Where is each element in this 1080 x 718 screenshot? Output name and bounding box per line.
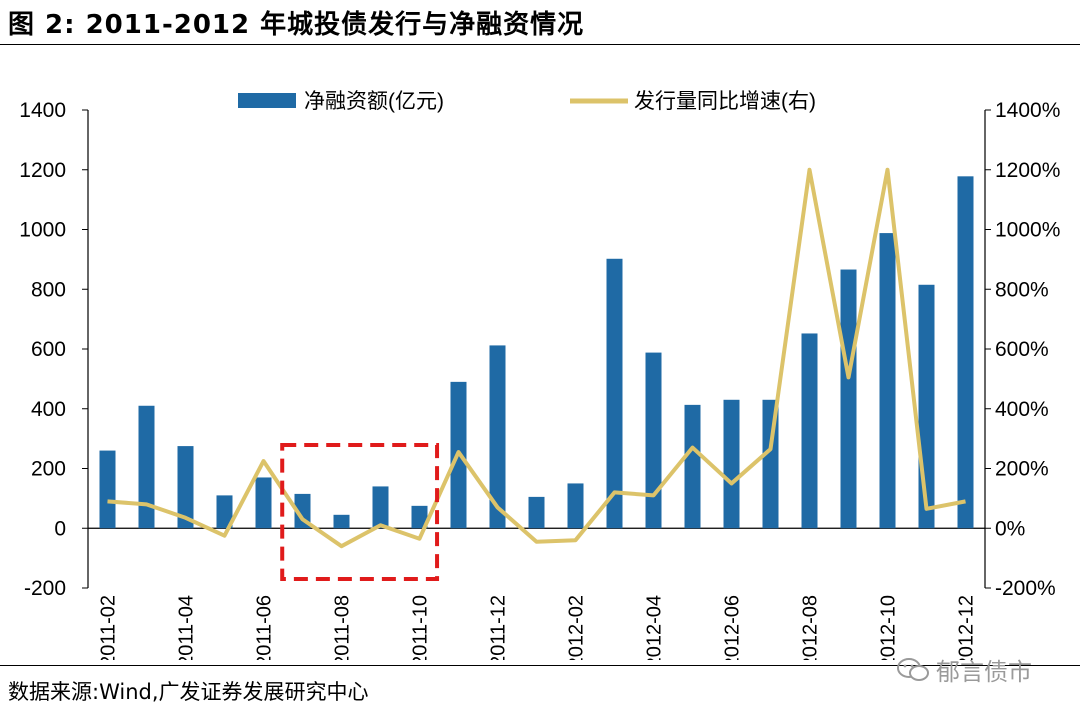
bar xyxy=(528,496,545,529)
bar xyxy=(489,345,506,529)
legend-line-label: 发行量同比增速(右) xyxy=(634,90,816,113)
x-axis-label: 2012-12 xyxy=(956,595,978,660)
right-axis-label: 800% xyxy=(995,278,1049,301)
bar xyxy=(255,477,272,529)
x-axis-label: 2012-08 xyxy=(800,595,822,660)
right-axis-label: -200% xyxy=(995,577,1056,600)
x-axis-label: 2011-04 xyxy=(176,595,198,660)
left-axis-label: 0 xyxy=(54,517,66,540)
bar xyxy=(957,176,974,529)
chart: -200 0 200 400 600 800 1000 1200 1400 -200% 0% 200%… xyxy=(19,90,1060,660)
bar xyxy=(333,514,350,529)
x-axis-label: 2011-08 xyxy=(332,595,354,660)
bar xyxy=(177,446,194,529)
chart-axes: -200 0 200 400 600 800 1000 1200 1400 -200% 0% 200%… xyxy=(19,99,1060,660)
left-axis-label: -200 xyxy=(24,577,66,600)
legend: 净融资额(亿元) 发行量同比增速(右) xyxy=(238,90,816,113)
bar xyxy=(606,258,623,529)
legend-bar-label: 净融资额(亿元) xyxy=(304,90,444,113)
watermark-text: 郁言债市 xyxy=(936,658,1032,686)
right-axis-label: 200% xyxy=(995,458,1049,481)
right-axis-label: 1400% xyxy=(995,99,1060,122)
x-axis-label: 2012-06 xyxy=(722,595,744,660)
x-axis-label: 2011-02 xyxy=(98,595,120,660)
bar xyxy=(567,483,584,529)
x-axis-label: 2011-10 xyxy=(410,595,432,660)
page-title: 图 2: 2011-2012 年城投债发行与净融资情况 xyxy=(8,10,585,40)
bar xyxy=(723,399,740,529)
bar xyxy=(138,405,155,529)
left-axis-label: 800 xyxy=(31,278,66,301)
legend-bar-swatch xyxy=(238,93,296,108)
x-axis-label: 2011-12 xyxy=(488,595,510,660)
growth-line xyxy=(107,167,966,549)
line-series xyxy=(107,167,966,549)
highlight-rect xyxy=(280,443,440,581)
bar xyxy=(411,505,428,529)
bar xyxy=(879,233,896,529)
watermark: 郁言债市 xyxy=(896,652,1032,687)
x-axis-label: 2012-10 xyxy=(878,595,900,660)
left-axis-label: 200 xyxy=(31,458,66,481)
x-axis-label: 2012-04 xyxy=(644,595,666,660)
right-axis-label: 0% xyxy=(995,517,1025,540)
bar-series xyxy=(99,176,974,529)
highlight-box xyxy=(280,443,440,581)
bar xyxy=(684,404,701,529)
right-axis-label: 1200% xyxy=(995,159,1060,182)
bar xyxy=(372,486,389,529)
bar xyxy=(801,333,818,529)
wechat-icon xyxy=(897,657,929,681)
source-note: 数据来源:Wind,广发证券发展研究中心 xyxy=(8,680,369,704)
bar xyxy=(99,450,116,529)
left-axis-label: 1200 xyxy=(19,159,66,182)
left-axis-label: 400 xyxy=(31,398,66,421)
left-axis-label: 600 xyxy=(31,338,66,361)
bar xyxy=(840,269,857,529)
x-axis-label: 2012-02 xyxy=(566,595,588,660)
bottom-divider xyxy=(0,665,1080,666)
top-divider xyxy=(0,44,1080,45)
bar xyxy=(645,352,662,529)
left-axis-label: 1000 xyxy=(19,219,66,242)
right-axis-label: 400% xyxy=(995,398,1049,421)
bar xyxy=(216,495,233,529)
right-axis-label: 1000% xyxy=(995,219,1060,242)
x-axis-label: 2011-06 xyxy=(254,595,276,660)
right-axis-label: 600% xyxy=(995,338,1049,361)
left-axis-label: 1400 xyxy=(19,99,66,122)
